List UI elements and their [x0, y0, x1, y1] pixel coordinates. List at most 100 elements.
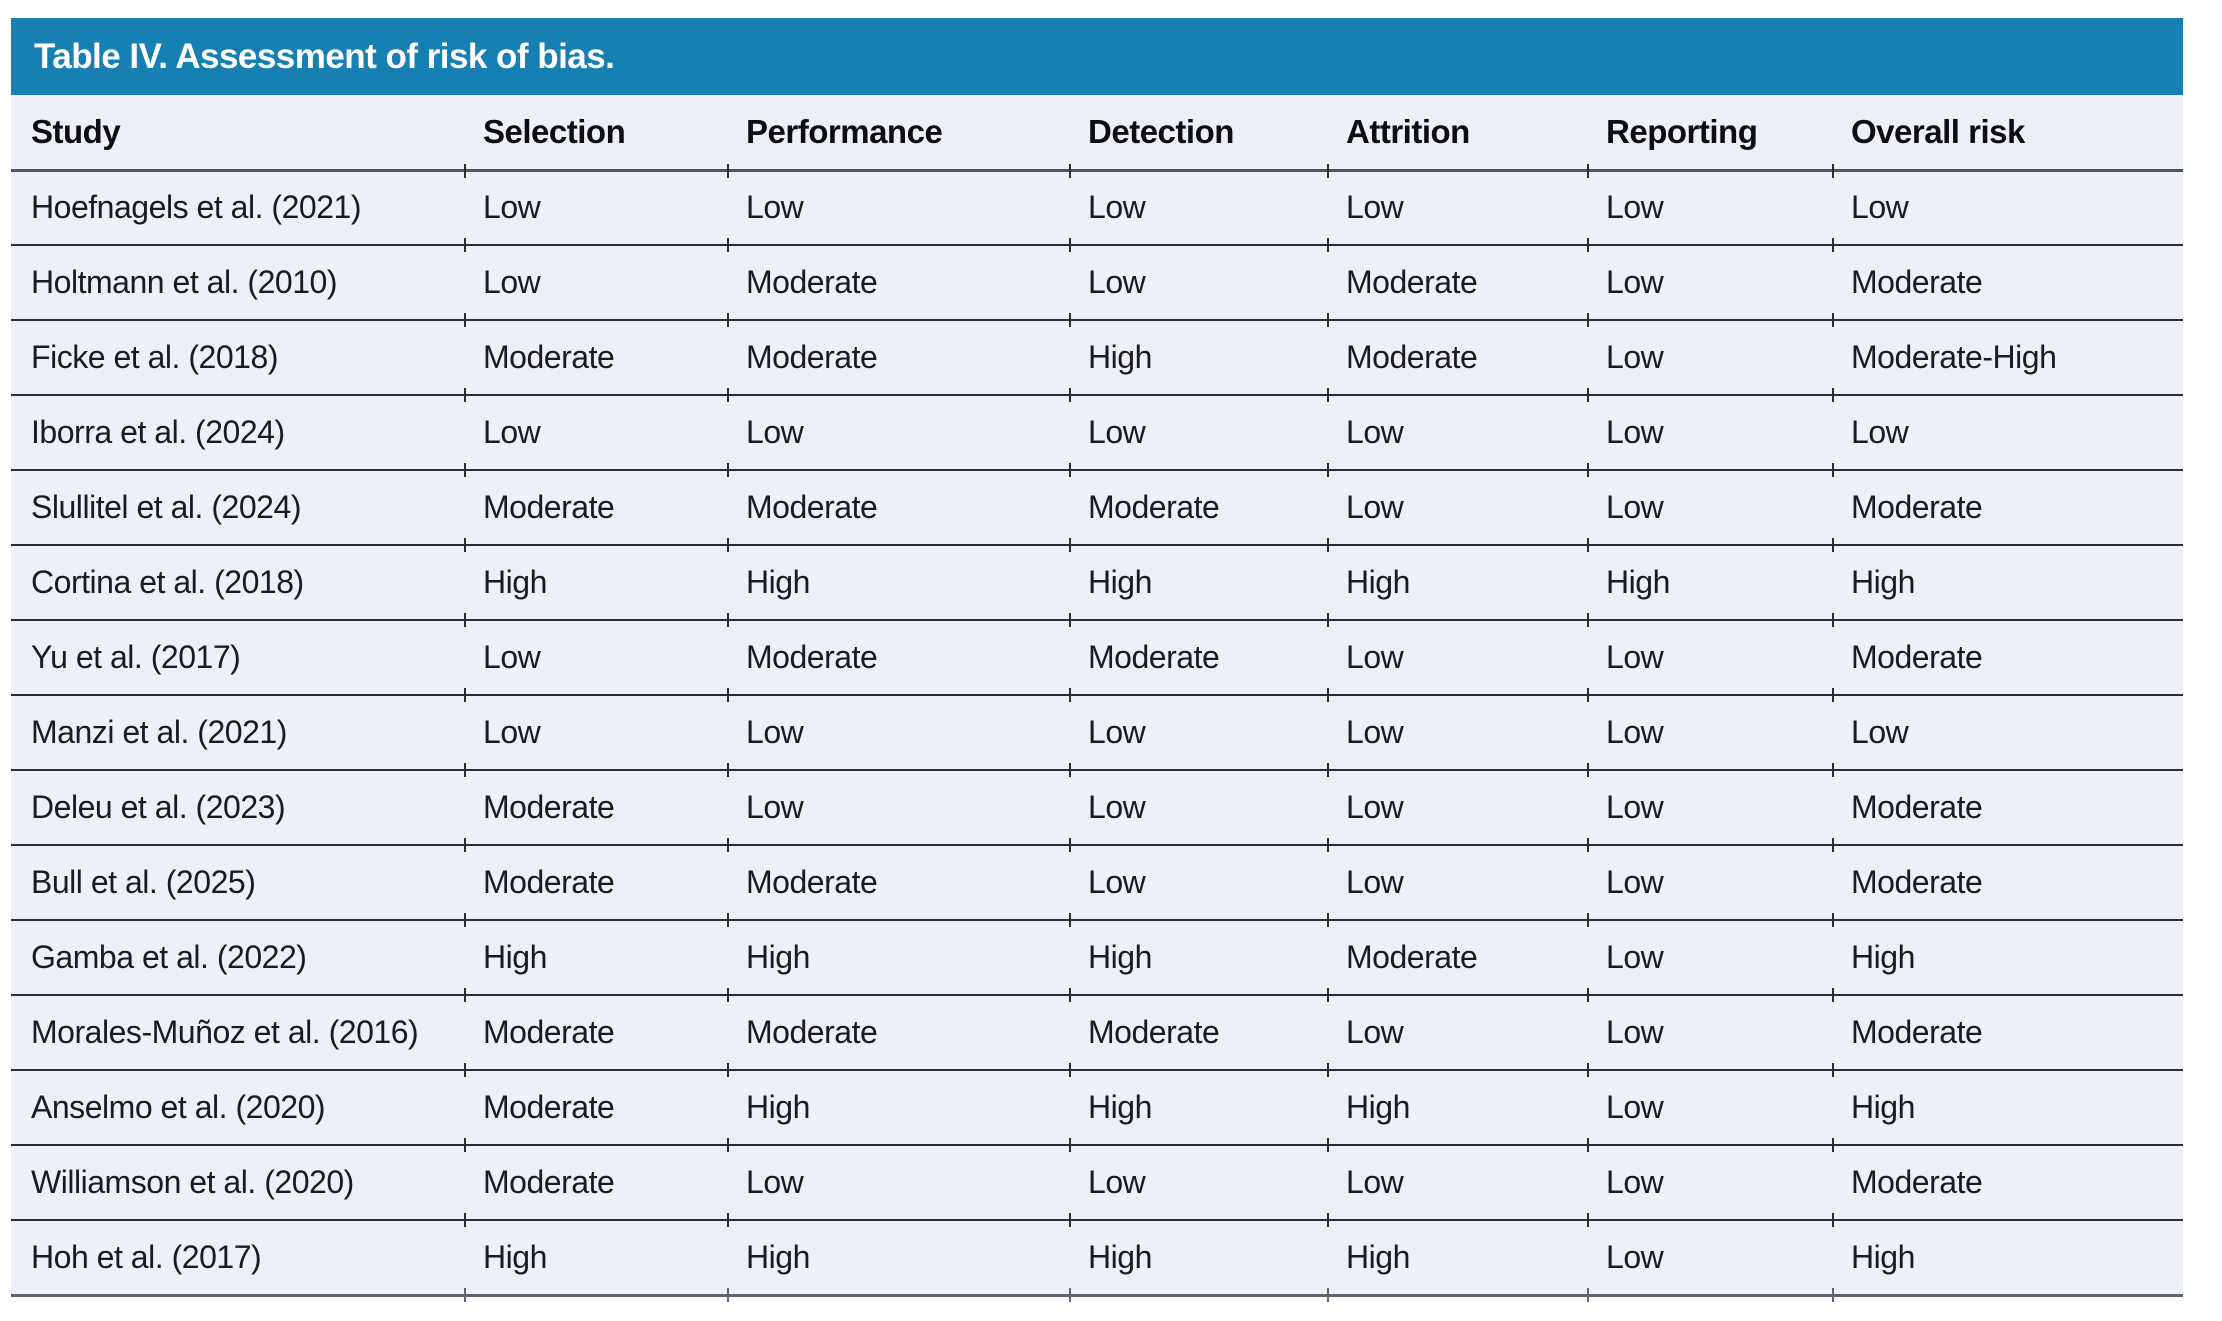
- rating-cell: High: [727, 1214, 1070, 1303]
- rating-cell: Moderate: [727, 464, 1070, 545]
- rating-cell: Low: [1327, 164, 1588, 245]
- study-cell: Bull et al. (2025): [11, 844, 465, 920]
- table-row: Morales-Muñoz et al. (2016) Moderate Moder…: [11, 989, 2183, 1070]
- rating-cell: High: [1069, 539, 1328, 620]
- study-cell: Holtmann et al. (2010): [11, 244, 465, 320]
- rating-cell: High: [1069, 1064, 1328, 1145]
- rating-cell: Low: [1327, 689, 1588, 770]
- column-header-study: Study: [11, 95, 465, 172]
- study-cell: Morales-Muñoz et al. (2016): [11, 994, 465, 1070]
- table-row: Hoh et al. (2017) High High High High Low High: [11, 1214, 2183, 1303]
- rating-cell: Low: [1587, 1064, 1833, 1145]
- rating-cell: Low: [1587, 314, 1833, 395]
- rating-cell: Moderate-High: [1832, 314, 2183, 395]
- rating-cell: Moderate: [1832, 764, 2183, 845]
- rating-cell: High: [727, 1064, 1070, 1145]
- rating-cell: Moderate: [727, 614, 1070, 695]
- rating-cell: Moderate: [1832, 614, 2183, 695]
- table-title: Table IV. Assessment of risk of bias.: [34, 36, 615, 76]
- rating-cell: Low: [1587, 689, 1833, 770]
- table-title-bar: Table IV. Assessment of risk of bias.: [11, 18, 2183, 95]
- rating-cell: Low: [1069, 239, 1328, 320]
- study-cell: Hoefnagels et al. (2021): [11, 169, 465, 245]
- rating-cell: Low: [1587, 389, 1833, 470]
- rating-cell: High: [1069, 914, 1328, 995]
- rating-cell: Low: [727, 689, 1070, 770]
- column-header-attrition: Attrition: [1328, 95, 1588, 172]
- rating-cell: Moderate: [727, 239, 1070, 320]
- study-cell: Williamson et al. (2020): [11, 1144, 465, 1220]
- table-row: Anselmo et al. (2020) Moderate High High Hig…: [11, 1064, 2183, 1145]
- rating-cell: Low: [1832, 389, 2183, 470]
- rating-cell: Moderate: [464, 989, 728, 1070]
- study-cell: Deleu et al. (2023): [11, 769, 465, 845]
- table-row: Deleu et al. (2023) Moderate Low Low Low Low M…: [11, 764, 2183, 845]
- table-row: Iborra et al. (2024) Low Low Low Low Low Low: [11, 389, 2183, 470]
- table-row: Holtmann et al. (2010) Low Moderate Low Mode…: [11, 239, 2183, 320]
- rating-cell: Moderate: [1327, 239, 1588, 320]
- rating-cell: Low: [1587, 164, 1833, 245]
- rating-cell: Low: [727, 764, 1070, 845]
- table-header: Study Selection Performance Detection At…: [11, 95, 2183, 172]
- rating-cell: Moderate: [464, 314, 728, 395]
- rating-cell: Low: [464, 239, 728, 320]
- table-row: Hoefnagels et al. (2021) Low Low Low Low Low L…: [11, 164, 2183, 245]
- rating-cell: High: [727, 914, 1070, 995]
- rating-cell: Moderate: [1069, 614, 1328, 695]
- study-cell: Ficke et al. (2018): [11, 319, 465, 395]
- rating-cell: Low: [1587, 764, 1833, 845]
- rating-cell: Moderate: [1832, 839, 2183, 920]
- rating-cell: Moderate: [1832, 1139, 2183, 1220]
- study-cell: Yu et al. (2017): [11, 619, 465, 695]
- rating-cell: High: [1069, 1214, 1328, 1303]
- rating-cell: High: [1832, 1214, 2183, 1303]
- table-row: Cortina et al. (2018) High High High High Hig…: [11, 539, 2183, 620]
- rating-cell: Moderate: [1327, 314, 1588, 395]
- rating-cell: Low: [1587, 239, 1833, 320]
- rating-cell: Moderate: [727, 314, 1070, 395]
- rating-cell: High: [1069, 314, 1328, 395]
- rating-cell: High: [1832, 1064, 2183, 1145]
- table-row: Ficke et al. (2018) Moderate Moderate High M…: [11, 314, 2183, 395]
- rating-cell: Low: [1069, 1139, 1328, 1220]
- rating-cell: High: [1327, 1064, 1588, 1145]
- rating-cell: Low: [727, 389, 1070, 470]
- column-header-detection: Detection: [1070, 95, 1328, 172]
- rating-cell: Low: [464, 164, 728, 245]
- rating-cell: Moderate: [464, 764, 728, 845]
- rating-cell: Low: [1069, 689, 1328, 770]
- rating-cell: Moderate: [1832, 464, 2183, 545]
- study-cell: Gamba et al. (2022): [11, 919, 465, 995]
- study-cell: Slullitel et al. (2024): [11, 469, 465, 545]
- table-row: Williamson et al. (2020) Moderate Low Low Lo…: [11, 1139, 2183, 1220]
- rating-cell: Low: [1832, 689, 2183, 770]
- rating-cell: Low: [1327, 464, 1588, 545]
- risk-of-bias-table-card: Table IV. Assessment of risk of bias. St…: [11, 18, 2183, 1303]
- rating-cell: Low: [1327, 989, 1588, 1070]
- risk-of-bias-table: Study Selection Performance Detection At…: [11, 95, 2183, 1303]
- rating-cell: Moderate: [727, 839, 1070, 920]
- rating-cell: High: [464, 914, 728, 995]
- study-cell: Cortina et al. (2018): [11, 544, 465, 620]
- table-body: Hoefnagels et al. (2021) Low Low Low Low Low L…: [11, 164, 2183, 1303]
- rating-cell: High: [1587, 539, 1833, 620]
- rating-cell: High: [727, 539, 1070, 620]
- study-cell: Anselmo et al. (2020): [11, 1069, 465, 1145]
- rating-cell: High: [464, 539, 728, 620]
- rating-cell: Moderate: [1069, 989, 1328, 1070]
- table-row: Yu et al. (2017) Low Moderate Moderate Low Lo…: [11, 614, 2183, 695]
- rating-cell: Moderate: [1832, 239, 2183, 320]
- column-header-performance: Performance: [728, 95, 1070, 172]
- rating-cell: Low: [1587, 914, 1833, 995]
- rating-cell: Low: [464, 614, 728, 695]
- column-header-overall-risk: Overall risk: [1833, 95, 2183, 172]
- rating-cell: Low: [1069, 164, 1328, 245]
- rating-cell: Moderate: [1832, 989, 2183, 1070]
- rating-cell: Moderate: [464, 1139, 728, 1220]
- rating-cell: High: [1832, 914, 2183, 995]
- rating-cell: Moderate: [464, 464, 728, 545]
- rating-cell: High: [1327, 1214, 1588, 1303]
- rating-cell: Moderate: [464, 839, 728, 920]
- rating-cell: Low: [1327, 839, 1588, 920]
- study-cell: Manzi et al. (2021): [11, 694, 465, 770]
